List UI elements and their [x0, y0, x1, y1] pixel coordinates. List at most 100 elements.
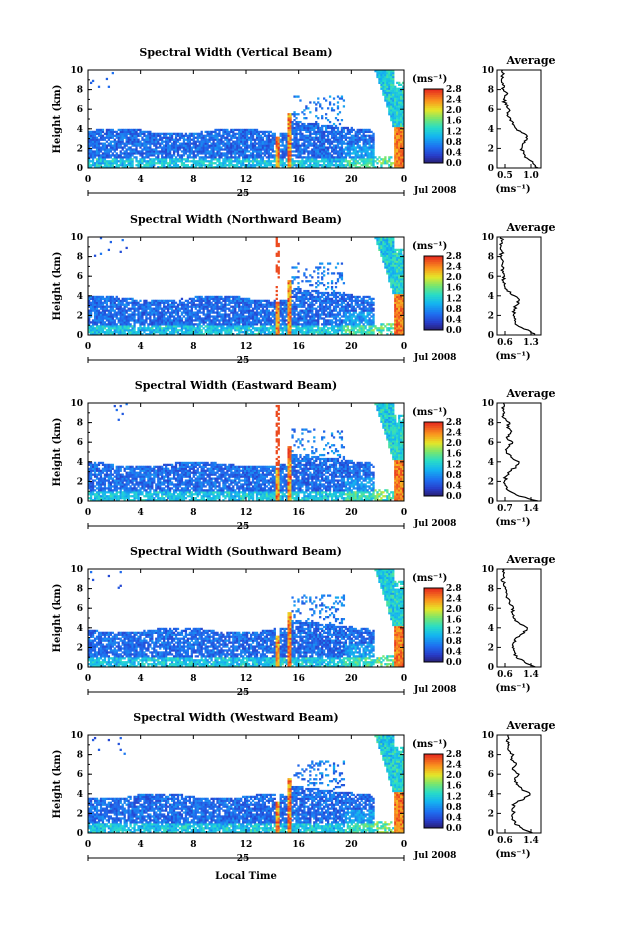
heatmap-cell [400, 146, 403, 149]
heatmap-cell [242, 152, 245, 155]
heatmap-cell [232, 134, 235, 137]
heatmap-cell [190, 146, 193, 149]
profile-title: Average [505, 54, 555, 67]
colorbar-segment [424, 148, 443, 151]
heatmap-cell [198, 305, 201, 308]
heatmap-cell [149, 317, 152, 320]
heatmap-cell [101, 148, 105, 151]
heatmap-cell [180, 319, 184, 322]
heatmap-cell [194, 311, 197, 314]
heatmap-cell [93, 315, 97, 318]
heatmap-cell [392, 122, 395, 126]
heatmap-cell [297, 317, 300, 320]
heatmap-cell [277, 311, 280, 314]
heatmap-cell [184, 299, 188, 302]
heatmap-cell [232, 128, 235, 132]
heatmap-cell [182, 142, 186, 145]
heatmap-cell [370, 162, 373, 165]
heatmap-cell [394, 120, 397, 124]
heatmap-cell [386, 105, 389, 108]
heatmap-cell [289, 319, 292, 322]
heatmap-cell [161, 166, 164, 169]
heatmap-cell [216, 140, 219, 143]
heatmap-cell [261, 138, 265, 141]
heatmap-cell [105, 317, 109, 320]
heatmap-cell [287, 122, 290, 126]
heatmap-cell [326, 132, 330, 135]
heatmap-cell [139, 313, 142, 316]
heatmap-cell [232, 307, 235, 310]
heatmap-cell [325, 154, 328, 157]
heatmap-cell [125, 144, 128, 147]
heatmap-cell [206, 152, 209, 155]
heatmap-cell [204, 164, 207, 167]
heatmap-cell [269, 164, 272, 167]
heatmap-cell [332, 152, 336, 155]
heatmap-cell [238, 148, 241, 151]
heatmap-cell [265, 317, 269, 320]
heatmap-cell [263, 333, 267, 336]
heatmap-cell [275, 148, 278, 151]
heatmap-cell [236, 299, 239, 302]
colorbar-segment [424, 96, 443, 99]
heatmap-cell [135, 142, 138, 145]
heatmap-cell [180, 303, 184, 306]
heatmap-cell [244, 311, 247, 314]
heatmap-cell [267, 333, 270, 336]
heatmap-cell [346, 136, 349, 139]
heatmap-cell [153, 301, 156, 304]
heatmap-cell [139, 303, 142, 306]
heatmap-cell [255, 317, 259, 320]
heatmap-cell [182, 305, 186, 308]
heatmap-cell [297, 154, 300, 157]
heatmap-cell [91, 327, 95, 330]
heatmap-cell [330, 109, 334, 112]
heatmap-cell [107, 162, 111, 165]
heatmap-cell [226, 303, 229, 306]
heatmap-cell [186, 142, 190, 145]
heatmap-cell [305, 311, 308, 314]
heatmap-cell [238, 134, 241, 137]
heatmap-cell [350, 144, 353, 147]
heatmap-cell [358, 140, 361, 143]
heatmap-cell [390, 71, 393, 75]
heatmap-cell [253, 307, 257, 310]
heatmap-cell [259, 156, 263, 159]
heatmap-cell [271, 313, 274, 316]
heatmap-cell [216, 333, 219, 336]
heatmap-cell [400, 130, 403, 134]
heatmap-cell [354, 132, 357, 135]
heatmap-cell [307, 297, 310, 301]
heatmap-cell [402, 160, 405, 163]
heatmap-cell [313, 146, 316, 149]
heatmap-cell [155, 331, 158, 334]
heatmap-cell [315, 162, 318, 165]
heatmap-cell [103, 146, 107, 149]
heatmap-cell [206, 146, 209, 149]
heatmap-cell [307, 303, 310, 306]
heatmap-cell [362, 134, 365, 137]
heatmap-cell [358, 136, 361, 139]
heatmap-cell [328, 140, 332, 143]
heatmap-cell [253, 333, 257, 336]
heatmap-cell [354, 146, 357, 149]
heatmap-cell [95, 323, 99, 326]
heatmap-cell [291, 319, 294, 322]
heatmap-cell [153, 148, 156, 151]
heatmap-cell [330, 126, 334, 130]
heatmap-cell [297, 325, 300, 328]
heatmap-cell [293, 154, 296, 157]
heatmap-cell [366, 160, 369, 163]
heatmap-cell [121, 138, 124, 141]
heatmap-cell [246, 305, 249, 308]
heatmap-cell [299, 327, 302, 330]
heatmap-cell [261, 307, 265, 310]
heatmap-cell [297, 282, 300, 285]
heatmap-cell [344, 146, 348, 149]
heatmap-cell [89, 315, 93, 318]
heatmap-cell [210, 319, 213, 322]
heatmap-cell [202, 323, 205, 326]
heatmap-cell [279, 299, 282, 302]
heatmap-cell [228, 321, 231, 324]
heatmap-cell [109, 154, 112, 157]
